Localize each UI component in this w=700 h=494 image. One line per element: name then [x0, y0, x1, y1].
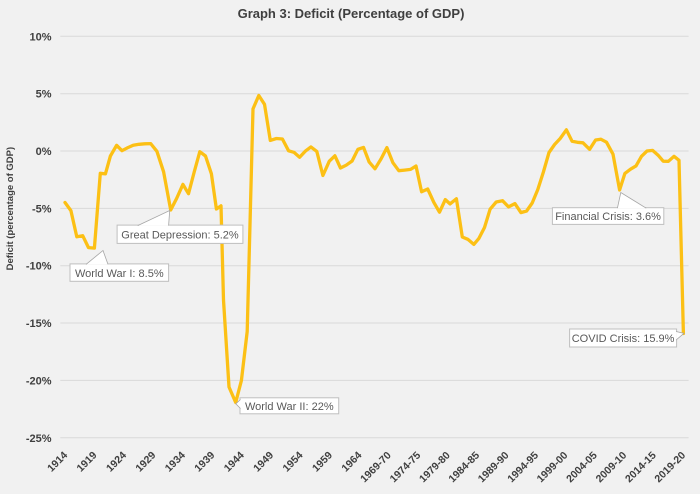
svg-text:World War II: 22%: World War II: 22% — [245, 401, 334, 413]
svg-text:World War I: 8.5%: World War I: 8.5% — [75, 268, 164, 280]
svg-text:Graph 3: Deficit (Percentage o: Graph 3: Deficit (Percentage of GDP) — [238, 6, 465, 21]
svg-text:-5%: -5% — [32, 203, 52, 215]
svg-text:Financial Crisis: 3.6%: Financial Crisis: 3.6% — [555, 211, 661, 223]
svg-text:-15%: -15% — [26, 318, 52, 330]
svg-text:10%: 10% — [29, 31, 51, 43]
svg-text:-20%: -20% — [26, 375, 52, 387]
svg-text:5%: 5% — [36, 89, 52, 101]
svg-text:0%: 0% — [36, 146, 52, 158]
svg-text:-25%: -25% — [26, 433, 52, 445]
svg-text:Deficit (percentage of GDP): Deficit (percentage of GDP) — [5, 147, 16, 271]
svg-text:Great Depression: 5.2%: Great Depression: 5.2% — [121, 229, 239, 241]
svg-text:COVID Crisis: 15.9%: COVID Crisis: 15.9% — [572, 333, 675, 345]
svg-text:-10%: -10% — [26, 261, 52, 273]
